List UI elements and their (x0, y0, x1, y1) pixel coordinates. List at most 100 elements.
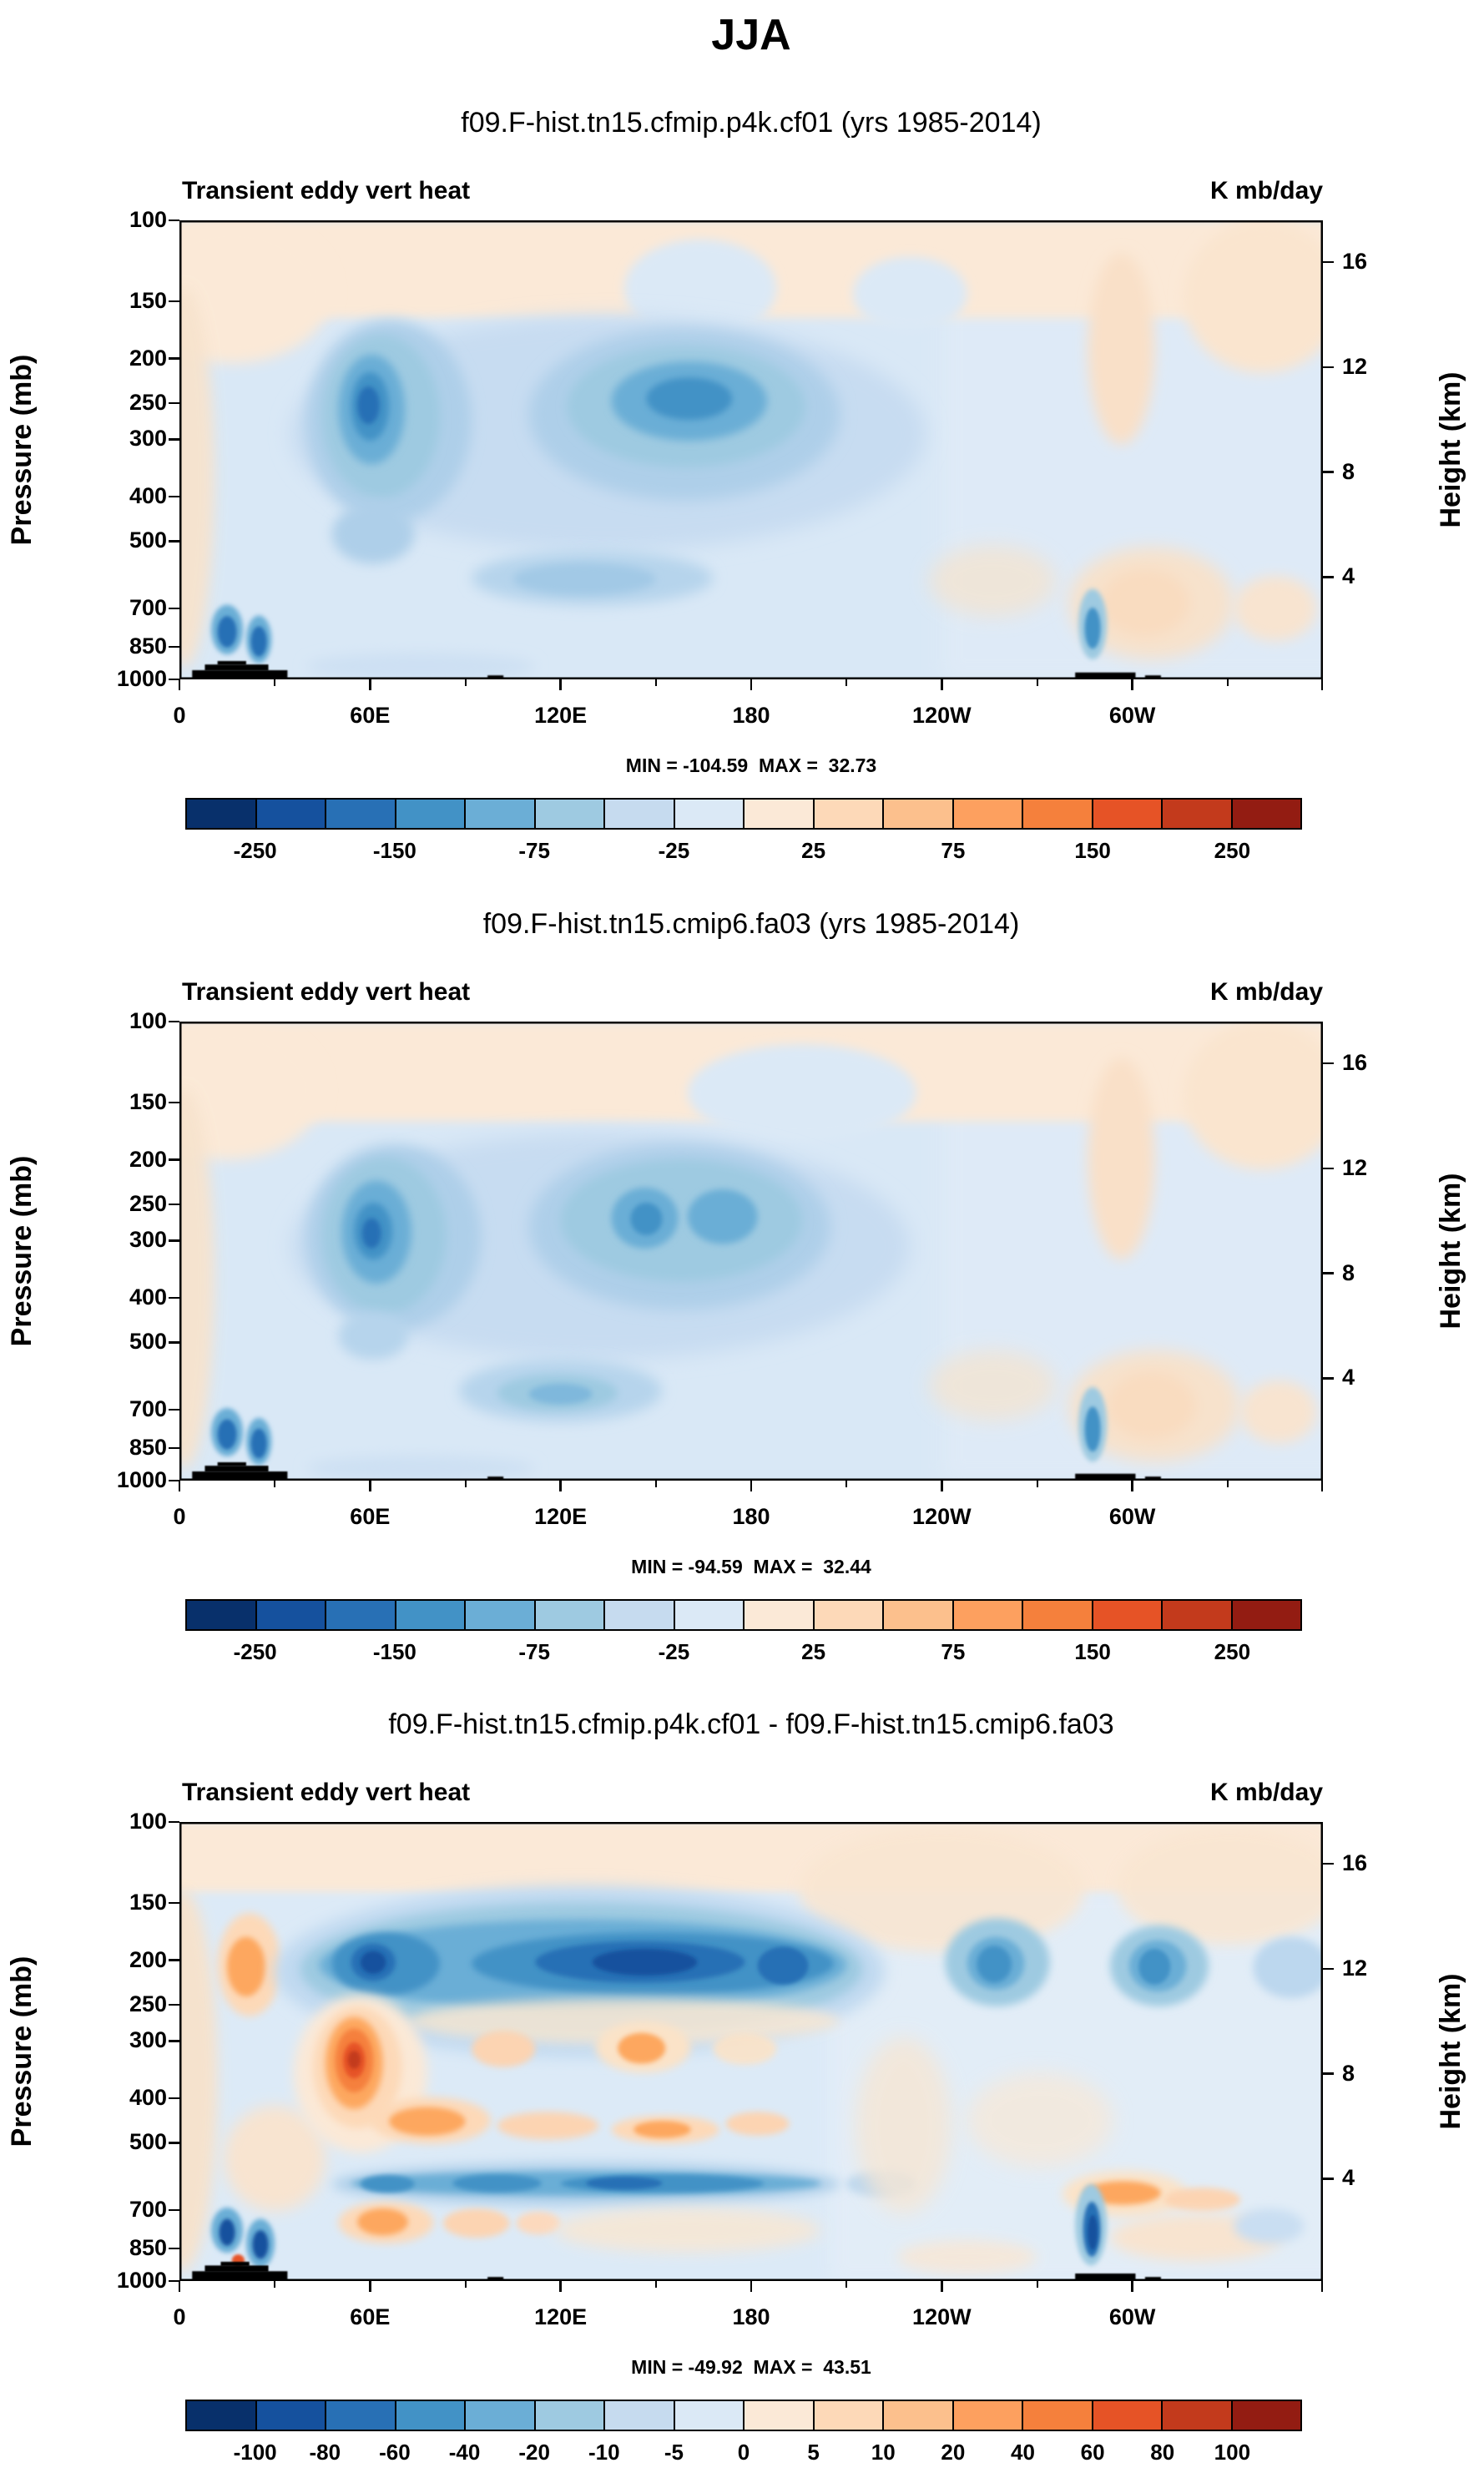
colorbar (185, 1599, 1302, 1631)
colorbar-label: -20 (518, 2440, 550, 2465)
pressure-axis-tick (169, 1203, 179, 1206)
colorbar-segment (884, 2401, 954, 2430)
longitude-tick-label: 60E (350, 703, 391, 728)
longitude-axis-minor-tick (464, 679, 467, 686)
colorbar-segment (1163, 1601, 1233, 1629)
longitude-axis-minor-tick (1226, 679, 1229, 686)
colorbar-segment (256, 800, 326, 828)
contour-field-svg (179, 220, 1323, 679)
longitude-axis-tick (750, 679, 753, 690)
pressure-tick-label: 150 (129, 287, 167, 313)
units-label: K mb/day (1209, 177, 1323, 204)
colorbar-segment (953, 1601, 1023, 1629)
colorbar-label: 75 (941, 1639, 966, 1664)
longitude-axis-tick (1320, 2281, 1323, 2292)
pressure-axis-tick (169, 1020, 179, 1023)
colorbar-segment (396, 2401, 466, 2430)
colorbar-segment (1232, 1601, 1300, 1629)
height-tick-label: 4 (1342, 1365, 1355, 1390)
colorbar-label: 25 (801, 1639, 826, 1664)
pressure-tick-label: 150 (129, 1088, 167, 1114)
longitude-axis-minor-tick (1036, 2281, 1038, 2288)
pressure-axis-tick (169, 607, 179, 609)
pressure-tick-label: 850 (129, 633, 167, 659)
longitude-tick-label: 120W (912, 1504, 972, 1529)
pressure-axis-title: Pressure (mb) (6, 1956, 38, 2147)
pressure-tick-label: 200 (129, 345, 167, 371)
colorbar-label: 80 (1150, 2440, 1175, 2465)
colorbar-label: 150 (1074, 1639, 1111, 1664)
pressure-tick-label: 100 (129, 1008, 167, 1033)
longitude-tick-label: 60E (350, 2304, 391, 2329)
longitude-axis-tick (1131, 1481, 1133, 1491)
colorbar-segment (674, 1601, 745, 1629)
pressure-tick-label: 700 (129, 2196, 167, 2222)
pressure-axis-tick (169, 1296, 179, 1300)
colorbar-label: -40 (448, 2440, 481, 2465)
longitude-tick-label: 60E (350, 1504, 391, 1529)
panel-title: f09.F-hist.tn15.cmip6.fa03 (yrs 1985-201… (482, 908, 1020, 940)
longitude-tick-label: 60W (1108, 1504, 1156, 1529)
height-tick-label: 16 (1342, 1850, 1368, 1876)
contour-field-svg (179, 1822, 1323, 2281)
longitude-axis-tick (1320, 679, 1323, 690)
pressure-tick-label: 250 (129, 1991, 167, 2016)
colorbar-label: 60 (1080, 2440, 1105, 2465)
height-axis-tick (1323, 2072, 1334, 2075)
colorbar-label: -75 (518, 838, 550, 863)
pressure-tick-label: 250 (129, 389, 167, 415)
height-tick-label: 8 (1342, 458, 1355, 484)
colorbar (185, 2400, 1302, 2431)
colorbar-segment (535, 2401, 605, 2430)
height-axis-tick (1323, 2178, 1334, 2180)
height-tick-label: 8 (1342, 2060, 1355, 2086)
longitude-axis-minor-tick (464, 2281, 467, 2288)
pressure-axis-tick (169, 1446, 179, 1450)
colorbar-segment (1163, 2401, 1233, 2430)
colorbar-segment (1093, 800, 1163, 828)
pressure-tick-label: 400 (129, 483, 167, 509)
longitude-axis-tick (369, 1481, 371, 1491)
colorbar-label: -250 (233, 838, 277, 863)
longitude-axis-tick (750, 1481, 753, 1491)
longitude-tick-label: 60W (1108, 703, 1156, 728)
height-axis-title: Height (km) (1435, 1173, 1466, 1330)
panel-title: f09.F-hist.tn15.cfmip.p4k.cf01 (yrs 1985… (461, 107, 1042, 139)
pressure-tick-label: 1000 (116, 2268, 167, 2293)
height-tick-label: 16 (1342, 249, 1368, 275)
longitude-axis-minor-tick (845, 1481, 848, 1487)
pressure-tick-label: 300 (129, 426, 167, 452)
panel-cfmip-p4k: f09.F-hist.tn15.cfmip.p4k.cf01 (yrs 1985… (0, 107, 1484, 871)
colorbar-segment (953, 2401, 1023, 2430)
pressure-axis-tick (169, 2097, 179, 2100)
pressure-tick-label: 300 (129, 2027, 167, 2053)
colorbar-labels: -100 -80 -60 -40 -20 -10 -5 0 5 10 20 40 60 80 100 (185, 2440, 1302, 2466)
panel-difference: f09.F-hist.tn15.cfmip.p4k.cf01 - f09.F-h… (0, 1708, 1484, 2472)
longitude-tick-label: 0 (173, 703, 186, 728)
colorbar-label: -100 (233, 2440, 277, 2465)
longitude-axis-minor-tick (654, 2281, 657, 2288)
pressure-axis-tick (169, 1820, 179, 1824)
longitude-axis-minor-tick (1226, 1481, 1229, 1487)
colorbar-segment (884, 1601, 954, 1629)
colorbar-label: 40 (1011, 2440, 1035, 2465)
colorbar-segment (326, 1601, 396, 1629)
pressure-axis-tick (169, 540, 179, 543)
pressure-tick-label: 700 (129, 594, 167, 620)
pressure-tick-label: 1000 (116, 666, 167, 691)
pressure-tick-label: 150 (129, 1889, 167, 1915)
colorbar-segment (396, 1601, 466, 1629)
height-axis-title: Height (km) (1435, 1973, 1466, 2130)
longitude-axis-tick (369, 679, 371, 690)
longitude-tick-label: 120E (534, 703, 588, 728)
longitude-axis-tick (750, 2281, 753, 2292)
panel-cmip6-fa03: f09.F-hist.tn15.cmip6.fa03 (yrs 1985-201… (0, 908, 1484, 1672)
colorbar (185, 798, 1302, 830)
pressure-tick-label: 850 (129, 1435, 167, 1461)
longitude-axis-minor-tick (274, 2281, 276, 2288)
pressure-tick-label: 500 (129, 2129, 167, 2155)
height-axis-tick (1323, 1167, 1334, 1170)
pressure-axis-tick (169, 1101, 179, 1104)
colorbar-label: 250 (1214, 838, 1251, 863)
colorbar-label: 5 (807, 2440, 820, 2465)
